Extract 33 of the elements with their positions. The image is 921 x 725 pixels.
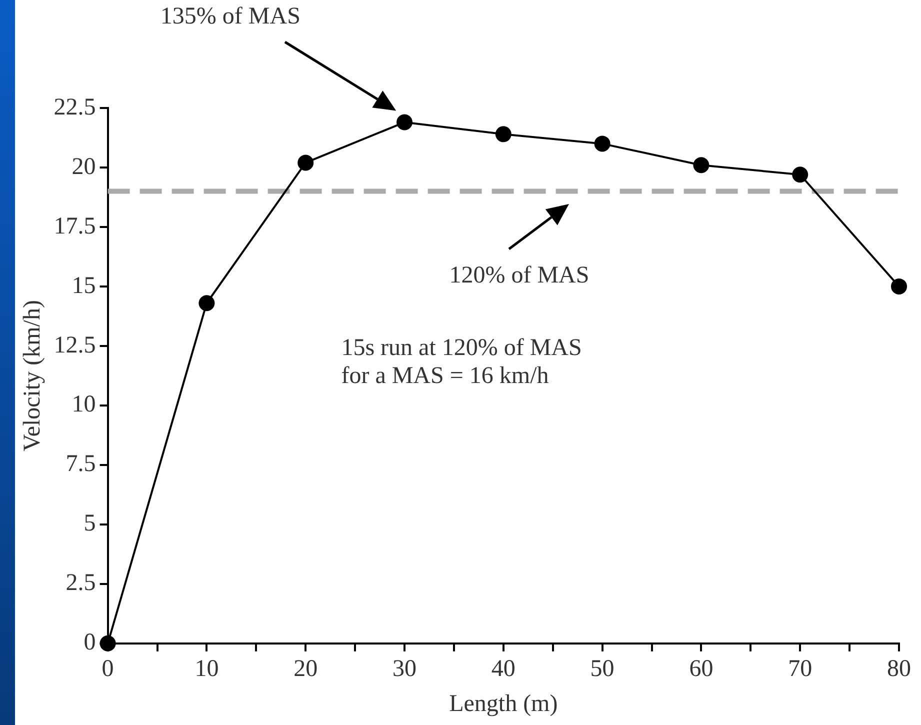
x-tick-label: 60	[689, 656, 714, 682]
x-tick-label: 70	[788, 656, 812, 682]
y-tick-label: 7.5	[66, 451, 96, 478]
x-tick-label: 0	[102, 656, 114, 682]
point	[396, 114, 412, 130]
x-axis-title: Length (m)	[449, 690, 558, 717]
text: 135% of MAS	[160, 3, 300, 30]
point	[594, 136, 610, 152]
y-tick-label: 12.5	[54, 332, 96, 358]
x-tick-label: 20	[294, 656, 318, 682]
x-tick-label: 10	[194, 656, 219, 682]
y-tick-label: 0	[84, 630, 96, 656]
x-tick-label: 50	[590, 656, 614, 682]
point	[495, 126, 512, 142]
point	[198, 295, 215, 312]
y-tick-label: 15	[72, 272, 96, 299]
point	[792, 166, 808, 183]
x-tick-label: 30	[392, 656, 416, 682]
point	[298, 154, 314, 171]
y-tick-label: 2.5	[66, 570, 96, 596]
point	[891, 278, 907, 294]
point	[100, 635, 116, 652]
y-tick-label: 17.5	[54, 213, 96, 240]
x-tick-label: 40	[491, 656, 516, 682]
y-tick-label: 20	[72, 154, 96, 180]
annotation: 15s run at 120% of MAS for a MAS = 16 km/h	[341, 335, 582, 390]
ref-line-label: 120% of MAS	[449, 262, 590, 289]
y-axis-title: Velocity (km/h)	[20, 300, 46, 452]
y-tick-label: 10	[72, 392, 96, 418]
point	[693, 157, 710, 174]
y-tick-label: 5	[84, 510, 96, 537]
x-tick-label: 80	[887, 656, 911, 682]
y-tick-label: 22.5	[54, 94, 96, 120]
